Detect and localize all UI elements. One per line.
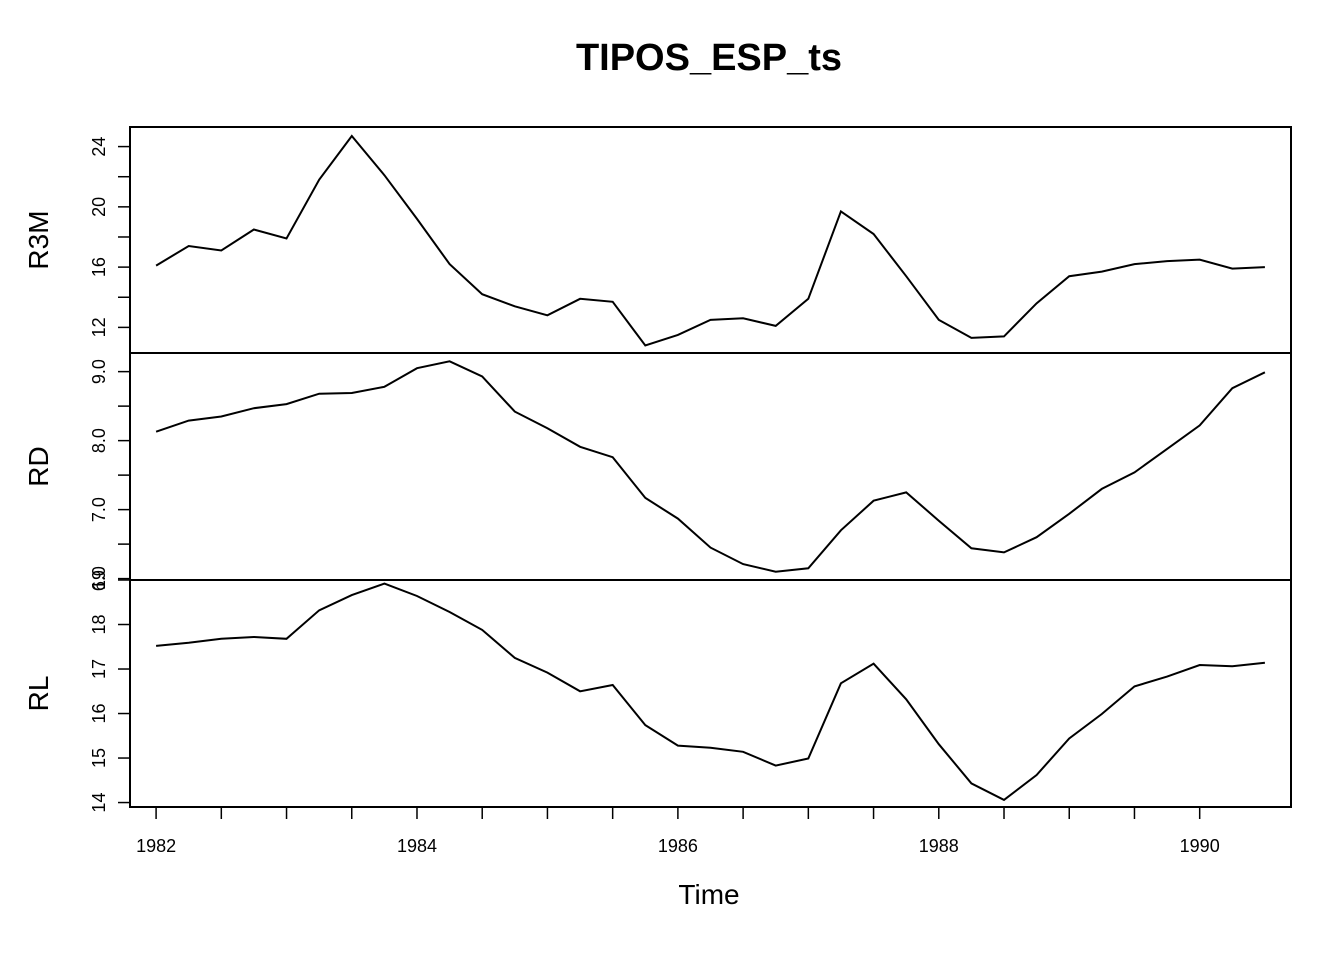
y-tick-label: 15: [89, 748, 109, 768]
y-axis-label-rd: RD: [23, 446, 54, 486]
panel-rl: 14 15 16 17 18 19 RL: [23, 570, 1292, 813]
series-line-rd: [155, 360, 1266, 573]
chart-title: TIPOS_ESP_ts: [576, 37, 842, 79]
panel-frame: [129, 352, 1292, 581]
y-tick-label: 19: [89, 570, 109, 590]
y-tick-label: 18: [89, 614, 109, 634]
y-axis-r3m: 12 16 20 24: [89, 137, 130, 337]
x-tick-label: 1990: [1180, 836, 1220, 856]
x-tick-label: 1982: [136, 836, 176, 856]
series-line-rl: [156, 582, 1266, 802]
y-tick-label: 8.0: [89, 428, 109, 453]
panel-frame: [129, 579, 1292, 808]
y-axis-rd: 6.0 7.0 8.0 9.0: [89, 359, 130, 591]
y-tick-label: 16: [89, 704, 109, 724]
y-tick-label: 9.0: [89, 359, 109, 384]
panels: 12 16 20 24 R3M 6.0 7.0 8.0 9.0 RD 14 15 16 17 18 19 RL: [23, 126, 1292, 813]
y-tick-label: 17: [89, 659, 109, 679]
y-tick-label: 24: [89, 137, 109, 157]
y-tick-label: 6.0: [89, 566, 109, 591]
panel-rd: 6.0 7.0 8.0 9.0 RD: [23, 352, 1292, 591]
y-tick-label: 16: [89, 257, 109, 277]
panel-r3m: 12 16 20 24 R3M: [23, 126, 1292, 354]
series-line-r3m: [155, 134, 1265, 347]
y-axis-label-rl: RL: [23, 676, 54, 712]
y-axis-label-r3m: R3M: [23, 210, 54, 269]
y-tick-label: 12: [89, 317, 109, 337]
y-axis-rl: 14 15 16 17 18 19: [89, 570, 130, 813]
x-axis-label: Time: [678, 879, 739, 910]
y-tick-label: 20: [89, 197, 109, 217]
x-tick-label: 1988: [919, 836, 959, 856]
x-tick-label: 1986: [658, 836, 698, 856]
x-tick-label: 1984: [397, 836, 437, 856]
x-axis: 1982 1984 1986 1988 1990: [136, 806, 1220, 856]
y-tick-label: 14: [89, 793, 109, 813]
y-tick-label: 7.0: [89, 497, 109, 522]
